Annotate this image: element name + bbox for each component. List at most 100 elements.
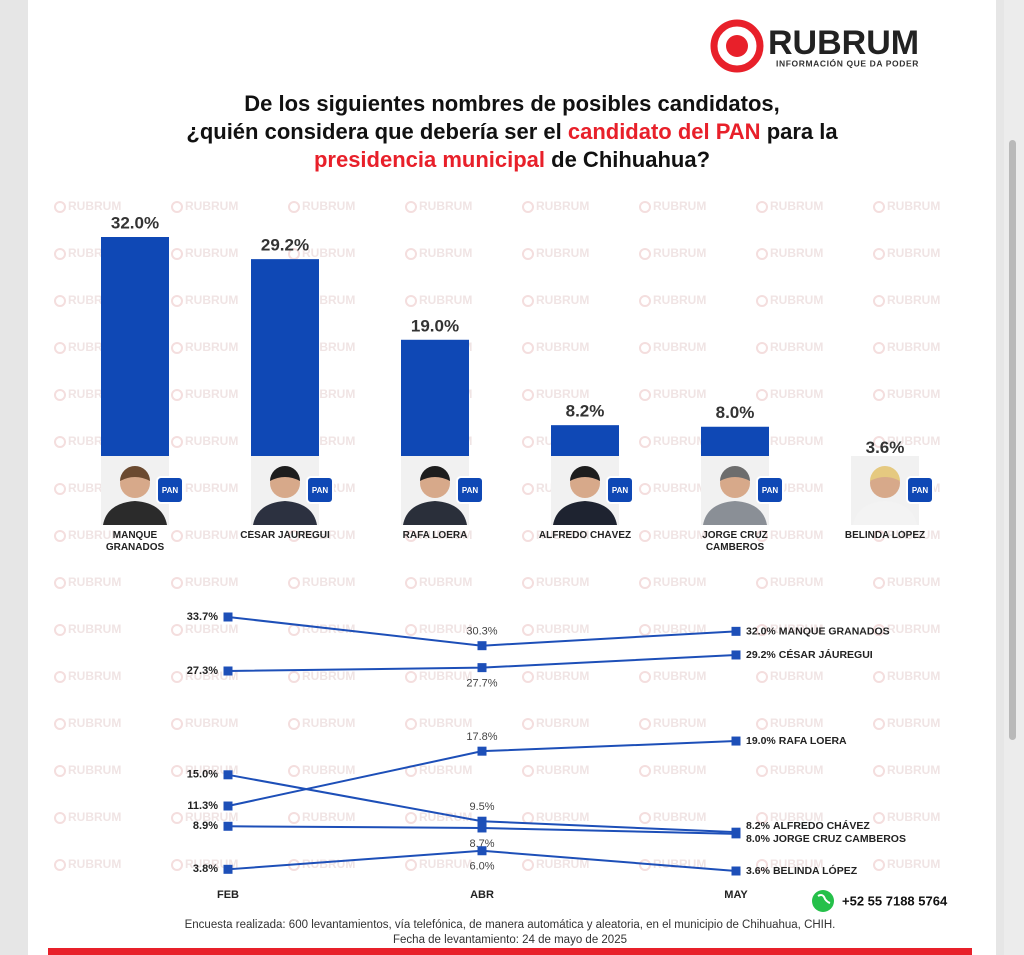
watermark-icon [639,483,651,495]
watermark: RUBRUM [68,857,121,871]
watermark-icon [288,248,300,260]
watermark: RUBRUM [536,622,589,636]
watermark: RUBRUM [536,340,589,354]
watermark: RUBRUM [185,246,238,260]
logo-dot [726,35,748,57]
watermark-icon [873,530,885,542]
badge-box [156,476,184,504]
watermark-icon [54,577,66,589]
watermark-icon [756,718,768,730]
watermark: RUBRUM [887,340,940,354]
watermark: RUBRUM [887,810,940,824]
watermark-icon [639,248,651,260]
watermark-icon [405,530,417,542]
watermark-icon [54,530,66,542]
point-label: 30.3% [466,626,497,638]
watermark: RUBRUM [185,810,238,824]
watermark-icon [522,295,534,307]
watermark: RUBRUM [770,716,823,730]
watermark-icon [756,389,768,401]
watermark-icon [756,577,768,589]
watermark-icon [522,201,534,213]
watermark: RUBRUM [536,716,589,730]
watermark: RUBRUM [536,246,589,260]
point [477,823,487,833]
watermark-icon [171,201,183,213]
title-segment: para la [761,119,839,144]
badge: PAN [612,486,629,495]
watermark-icon [639,671,651,683]
watermark-icon [522,859,534,871]
category-label-box: ALFREDO CHÁVEZ [539,530,631,541]
watermark: RUBRUM [887,857,940,871]
watermark-icon [522,436,534,448]
series-name: MANQUE GRANADOS [779,625,890,637]
watermark-icon [522,483,534,495]
whatsapp-icon [812,890,834,912]
watermark-icon [873,248,885,260]
logo: RUBRUM [768,24,919,62]
watermark-icon [639,624,651,636]
point-label: 8.2% [746,820,771,832]
watermark: RUBRUM [302,810,355,824]
category-label: RAFA LOERA [402,530,468,541]
watermark-icon [54,201,66,213]
title-line: presidencia municipal de Chihuahua? [314,147,710,172]
point [223,666,233,676]
watermark-icon [873,624,885,636]
category-label-box: RAFA LOERA [402,530,468,541]
logo-ring [710,19,764,73]
watermark-icon [288,718,300,730]
photo-body [103,501,167,525]
watermark: RUBRUM [536,199,589,213]
photo-hair [870,466,900,481]
point-label: 17.8% [466,731,497,743]
watermark-icon [756,859,768,871]
watermark-icon [405,248,417,260]
point-label-group: 3.6% BELINDA LÓPEZ [746,864,858,877]
scroll-thumb[interactable] [1009,140,1016,740]
watermark: RUBRUM [770,293,823,307]
point-label: 32.0% [746,625,776,637]
bar-chart: 32.0% PAN MANQUE GRANADOS 29.2% PAN CÉSAR JÁU… [101,213,934,553]
watermark: RUBRUM [653,716,706,730]
watermark-icon [54,295,66,307]
watermark: RUBRUM [185,387,238,401]
watermark: RUBRUM [419,246,472,260]
watermark-icon [405,718,417,730]
watermark: RUBRUM [770,575,823,589]
watermark-icon [54,718,66,730]
watermark: RUBRUM [419,528,472,542]
badge-box [606,476,634,504]
series-name: JORGE CRUZ CAMBEROS [773,833,906,845]
x-tick-label: ABR [470,889,494,901]
point [223,612,233,622]
title-segment: De los siguientes nombres de posibles ca… [244,91,779,116]
watermark: RUBRUM [185,340,238,354]
point [477,846,487,856]
watermark: RUBRUM [536,810,589,824]
watermark: RUBRUM [887,575,940,589]
watermark-icon [54,342,66,354]
watermark-icon [54,389,66,401]
whatsapp-glyph [817,894,831,904]
photo-body [553,501,617,525]
watermark-icon [756,248,768,260]
watermark: RUBRUM [419,293,472,307]
x-tick-label: FEB [217,889,239,901]
watermark-icon [54,671,66,683]
point [223,801,233,811]
badge: PAN [912,486,929,495]
watermark: RUBRUM [887,434,940,448]
watermark-icon [639,812,651,824]
watermark: RUBRUM [770,528,823,542]
bar [101,237,169,490]
watermark: RUBRUM [653,575,706,589]
title-segment: ¿quién considera que debería ser el [186,119,567,144]
watermark-icon [288,577,300,589]
watermark-icon [639,765,651,777]
watermark: RUBRUM [185,575,238,589]
watermark-icon [171,389,183,401]
watermark-icon [522,248,534,260]
watermark: RUBRUM [185,622,238,636]
